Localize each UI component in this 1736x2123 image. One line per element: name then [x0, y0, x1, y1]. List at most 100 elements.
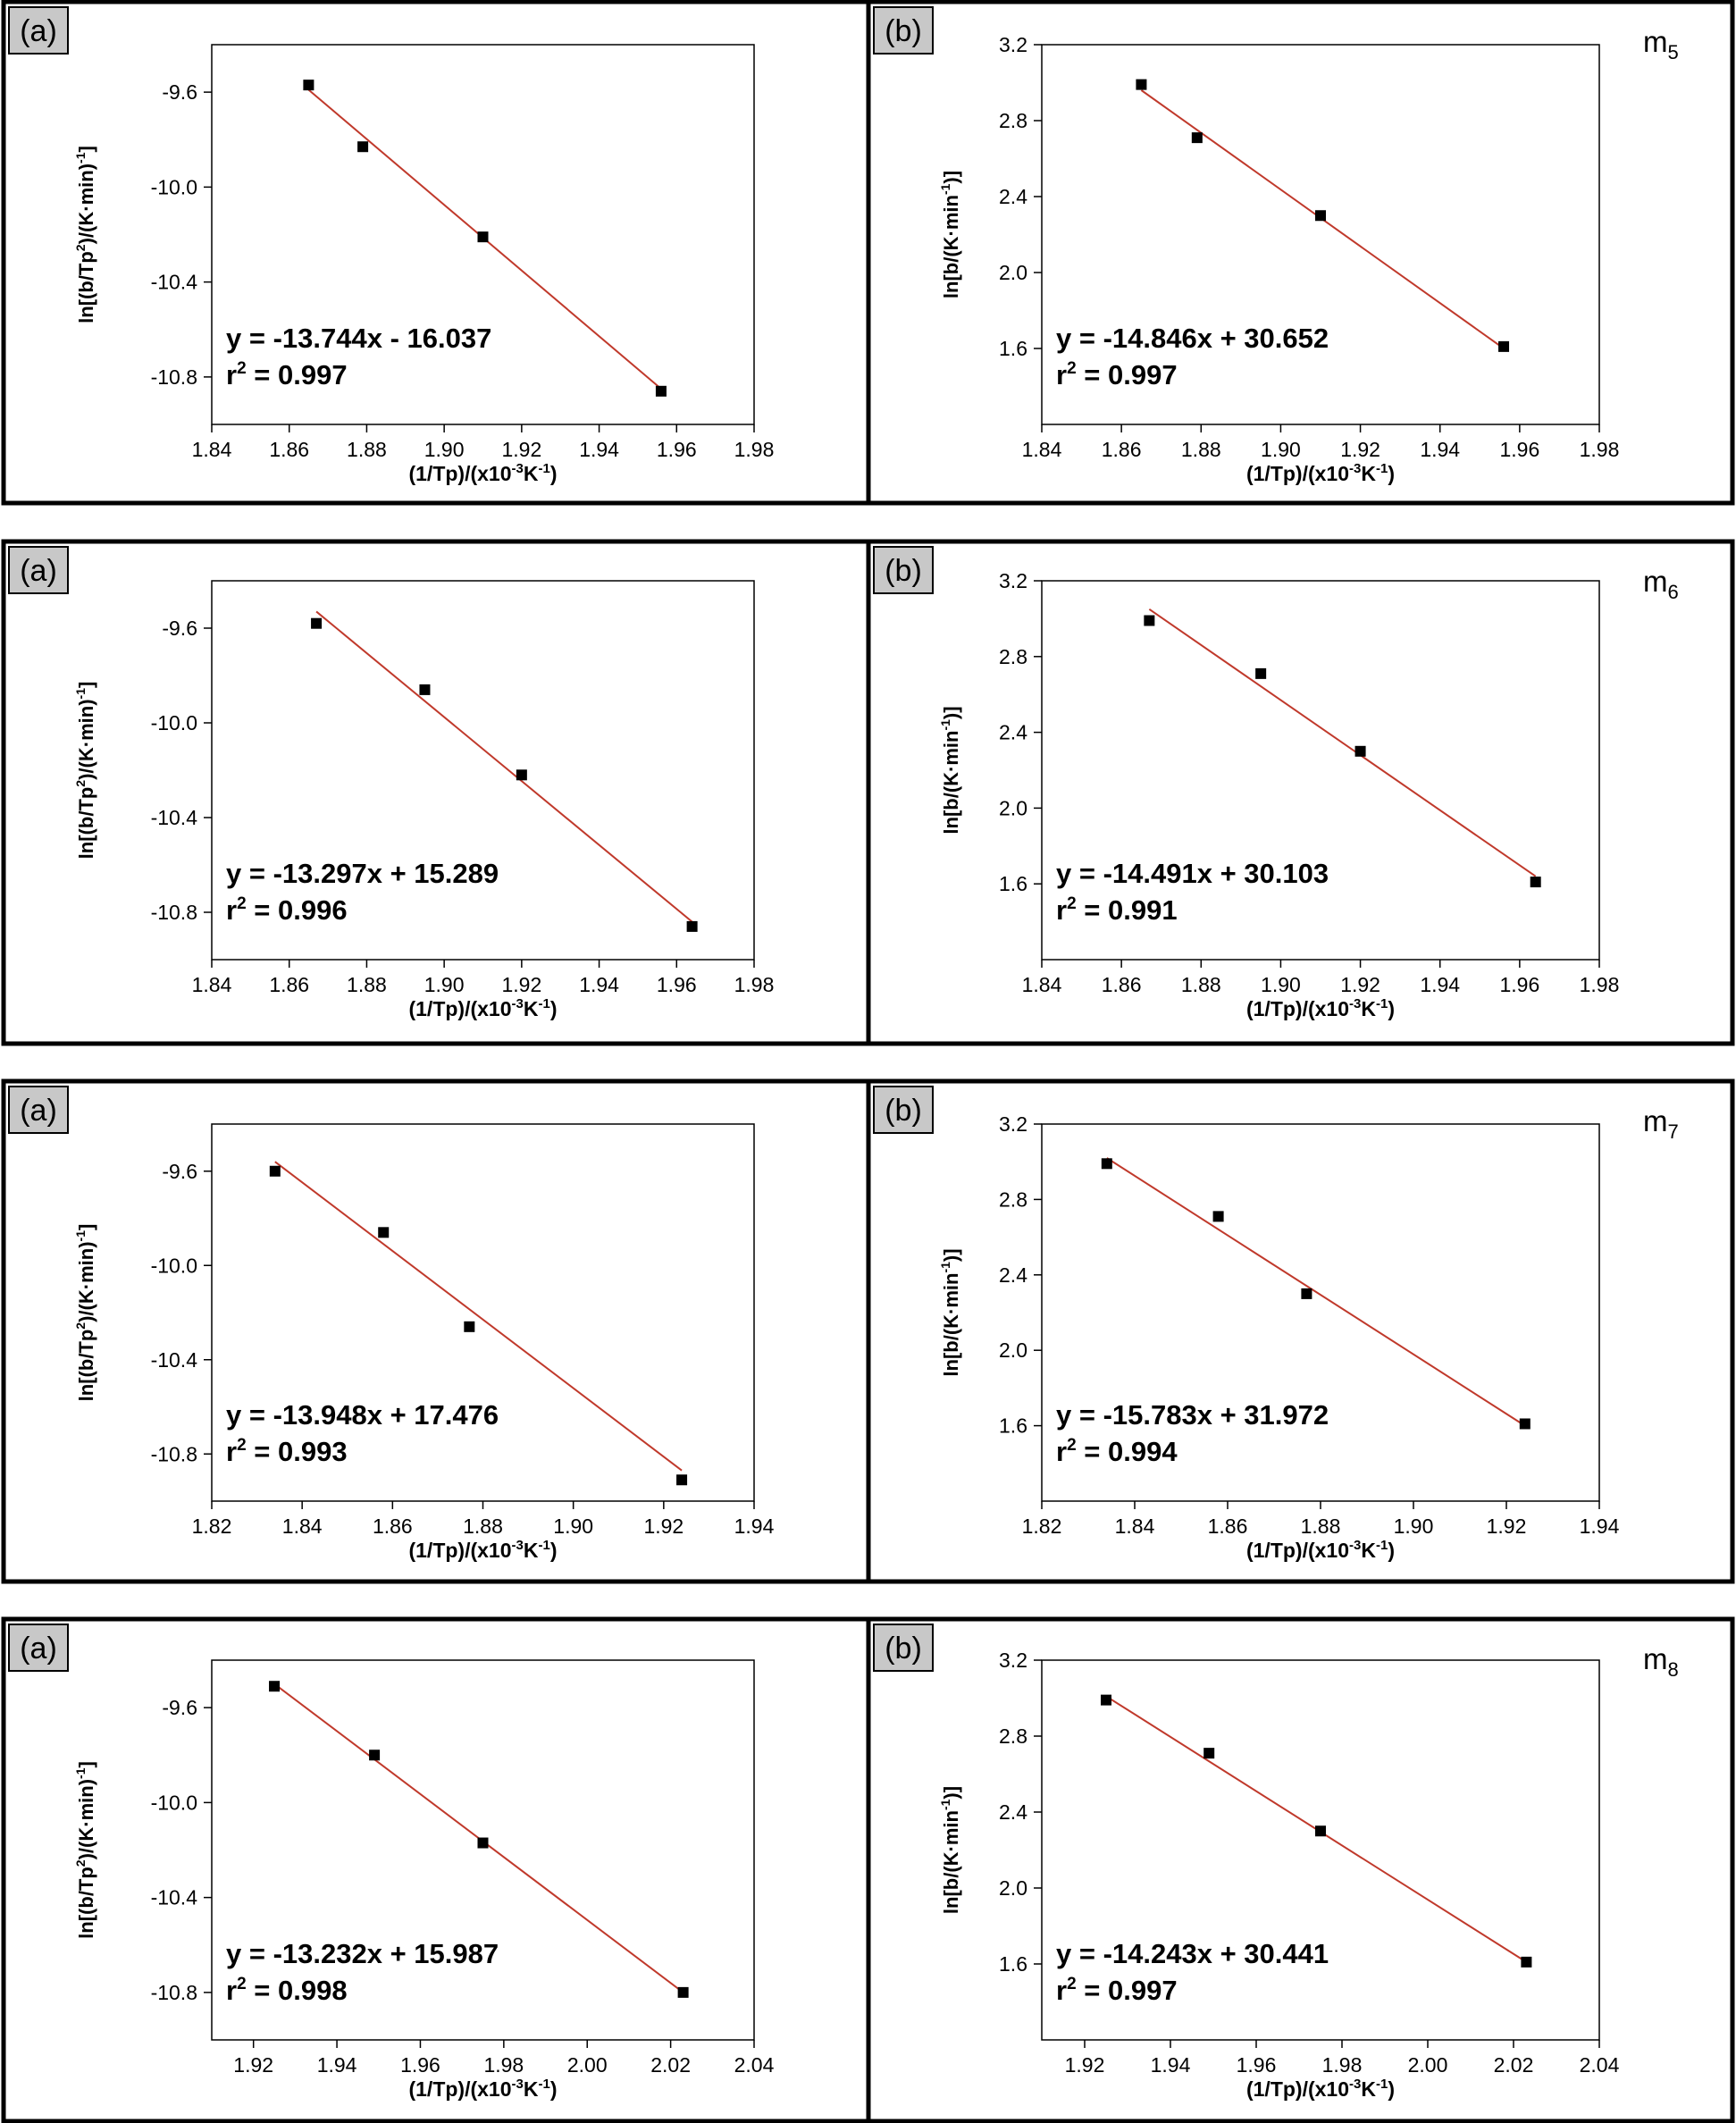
- y-tick-label: 3.2: [999, 33, 1027, 56]
- x-tick-label: 2.00: [1408, 2053, 1448, 2077]
- plot-frame: [211, 44, 755, 425]
- x-tick-label: 1.86: [1102, 973, 1142, 996]
- panel-label-box: [8, 6, 69, 55]
- panel-label-box: [873, 546, 934, 594]
- y-tick-label: -10.4: [151, 1886, 198, 1909]
- panel-label: (a): [20, 14, 57, 48]
- x-tick-label: 1.90: [553, 1515, 593, 1538]
- panel-frame: [866, 0, 1735, 506]
- data-point: [1315, 210, 1326, 222]
- r-squared: r2 = 0.997: [1056, 1975, 1178, 2006]
- data-point: [1519, 1418, 1531, 1430]
- fit-equation: y = -13.297x + 15.289: [226, 858, 499, 889]
- x-tick-label: 1.94: [1420, 438, 1460, 461]
- data-point: [1101, 1694, 1111, 1706]
- x-tick-label: 1.90: [1394, 1515, 1434, 1538]
- x-axis-label: (1/Tp)/(x10-3K-1): [408, 2077, 557, 2101]
- y-tick-label: 2.8: [999, 109, 1027, 132]
- y-axis-label: ln[b/(K·min-1)]: [938, 1248, 962, 1376]
- plot-frame: [1041, 44, 1600, 425]
- data-point: [477, 231, 489, 243]
- sample-label: m6: [1643, 565, 1679, 603]
- x-tick-label: 1.90: [1261, 438, 1301, 461]
- y-tick-label: 2.4: [999, 1263, 1027, 1287]
- data-point: [1203, 1748, 1215, 1759]
- chart-panel-r1b: (b) 1.84 1.86 1.88 1.90 1.92 1.94 1.96 1.98 1.6 2.…: [866, 0, 1735, 506]
- panel-label-box: [8, 546, 69, 594]
- x-tick-label: 1.98: [483, 2053, 524, 2077]
- fit-line: [274, 1161, 683, 1472]
- panel-frame: [1, 539, 871, 1046]
- x-tick-label: 1.98: [1580, 438, 1620, 461]
- x-tick-label: 2.04: [1580, 2053, 1620, 2077]
- fit-equation: y = -13.232x + 15.987: [226, 1938, 499, 1969]
- x-axis-label: (1/Tp)/(x10-3K-1): [408, 461, 557, 485]
- plot-frame: [1041, 1659, 1600, 2041]
- data-point: [1136, 79, 1147, 90]
- data-point: [686, 920, 698, 932]
- x-axis-label: (1/Tp)/(x10-3K-1): [408, 1538, 557, 1562]
- x-tick-label: 1.94: [734, 1515, 775, 1538]
- data-point: [1301, 1288, 1312, 1299]
- panel-label-box: [8, 1086, 69, 1134]
- data-point: [1498, 340, 1510, 352]
- x-tick-label: 2.00: [567, 2053, 608, 2077]
- x-tick-label: 1.84: [1022, 973, 1062, 996]
- y-tick-label: -10.8: [151, 1981, 197, 2004]
- x-tick-label: 1.94: [579, 973, 619, 996]
- data-point: [357, 141, 369, 153]
- y-tick-label: -9.6: [162, 80, 197, 104]
- fit-line: [1106, 1157, 1526, 1427]
- y-tick-label: -10.8: [151, 1442, 197, 1465]
- x-tick-label: 1.92: [233, 2053, 273, 2077]
- x-tick-label: 1.90: [424, 438, 465, 461]
- y-tick-label: 1.6: [999, 1952, 1027, 1976]
- y-tick-label: 2.0: [999, 1876, 1027, 1900]
- y-tick-label: -10.0: [151, 1254, 197, 1277]
- fit-line: [315, 610, 693, 923]
- panel-label: (a): [20, 1094, 57, 1128]
- r-squared: r2 = 0.997: [1056, 359, 1178, 390]
- chart-panel-r1a: (a) 1.84 1.86 1.88 1.90 1.92 1.94 1.96 1.98 -10.8…: [1, 0, 871, 506]
- x-tick-label: 2.04: [734, 2053, 775, 2077]
- y-tick-label: 3.2: [999, 569, 1027, 592]
- x-tick-label: 1.92: [1340, 438, 1380, 461]
- y-tick-label: 2.4: [999, 1800, 1027, 1824]
- x-tick-label: 1.86: [269, 973, 309, 996]
- y-tick-label: 2.0: [999, 796, 1027, 819]
- panel-frame: [1, 0, 871, 506]
- x-axis-label: (1/Tp)/(x10-3K-1): [408, 996, 557, 1020]
- data-point: [419, 684, 431, 695]
- y-tick-label: -10.8: [151, 365, 197, 389]
- x-tick-label: 1.92: [1487, 1515, 1527, 1538]
- x-tick-label: 1.88: [347, 973, 387, 996]
- chart-panel-r2b: (b) 1.84 1.86 1.88 1.90 1.92 1.94 1.96 1.98 1.6 2.…: [866, 539, 1735, 1046]
- fit-equation: y = -13.948x + 17.476: [226, 1399, 499, 1431]
- data-point: [1144, 615, 1155, 626]
- y-axis-label: ln[b/(K·min-1)]: [938, 171, 962, 298]
- r-squared: r2 = 0.996: [226, 894, 348, 926]
- data-point: [269, 1165, 281, 1177]
- data-point: [1101, 1158, 1112, 1170]
- panel-label-box: [873, 1086, 934, 1134]
- data-point: [269, 1681, 281, 1692]
- y-tick-label: 2.8: [999, 645, 1027, 668]
- panel-label: (b): [885, 554, 922, 588]
- y-tick-label: 2.4: [999, 721, 1027, 744]
- x-tick-label: 1.94: [1580, 1515, 1620, 1538]
- chart-panel-r4b: (b) 1.92 1.94 1.96 1.98 2.00 2.02 2.04 1.6 2.0 2.4…: [866, 1616, 1735, 2123]
- r-squared: r2 = 0.997: [226, 359, 348, 390]
- data-point: [1530, 877, 1541, 888]
- x-tick-label: 1.96: [657, 973, 697, 996]
- x-tick-label: 1.96: [1499, 438, 1539, 461]
- x-tick-label: 1.96: [400, 2053, 440, 2077]
- x-tick-label: 1.98: [1322, 2053, 1363, 2077]
- x-tick-label: 1.88: [1181, 973, 1221, 996]
- x-tick-label: 1.86: [269, 438, 309, 461]
- data-point: [516, 769, 527, 781]
- y-axis-label: ln[(b/Tp2)/(K·min)-1]: [73, 146, 97, 323]
- sample-label: m5: [1643, 25, 1679, 63]
- fit-equation: y = -13.744x - 16.037: [226, 323, 491, 354]
- x-tick-label: 1.84: [282, 1515, 323, 1538]
